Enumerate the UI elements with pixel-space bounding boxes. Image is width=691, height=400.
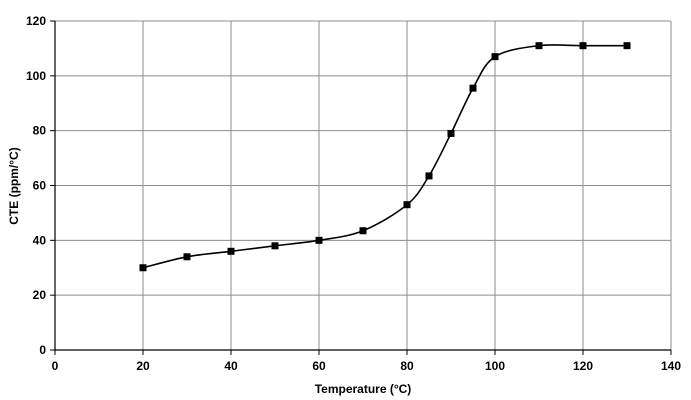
data-point-marker <box>469 84 477 92</box>
x-tick-label: 0 <box>52 359 59 373</box>
x-axis-title: Temperature (°C) <box>315 382 412 396</box>
data-point-marker <box>535 42 543 50</box>
x-tick-label: 60 <box>312 359 326 373</box>
x-tick-label: 140 <box>661 359 681 373</box>
grid-lines <box>55 20 672 350</box>
data-point-marker <box>183 253 191 261</box>
data-point-marker <box>271 242 279 250</box>
data-point-marker <box>315 236 323 244</box>
x-tick-label: 20 <box>136 359 150 373</box>
y-tick-label: 60 <box>33 179 47 193</box>
series-line <box>142 44 627 269</box>
data-point-marker <box>491 53 499 61</box>
data-point-marker <box>227 247 235 255</box>
axes <box>50 20 672 355</box>
data-point-marker <box>425 172 433 180</box>
tick-labels: 0 20 40 60 80 100 120 140 0 20 40 60 80 100 120 <box>26 14 681 373</box>
data-point-marker <box>623 42 631 50</box>
y-tick-label: 100 <box>26 69 46 83</box>
y-tick-label: 80 <box>33 124 47 138</box>
x-tick-label: 40 <box>224 359 238 373</box>
x-tick-label: 120 <box>573 359 593 373</box>
data-point-marker <box>447 129 455 137</box>
x-tick-label: 100 <box>485 359 505 373</box>
y-axis-title: CTE (ppm/°C) <box>7 147 21 224</box>
data-point-marker <box>359 227 367 235</box>
data-point-marker <box>403 201 411 209</box>
data-point-marker <box>139 264 147 272</box>
y-tick-label: 120 <box>26 14 46 28</box>
series-layer <box>139 42 631 272</box>
y-tick-label: 0 <box>39 343 46 357</box>
data-point-marker <box>579 42 587 50</box>
y-tick-label: 40 <box>33 233 47 247</box>
y-tick-label: 20 <box>33 288 47 302</box>
x-tick-label: 80 <box>400 359 414 373</box>
